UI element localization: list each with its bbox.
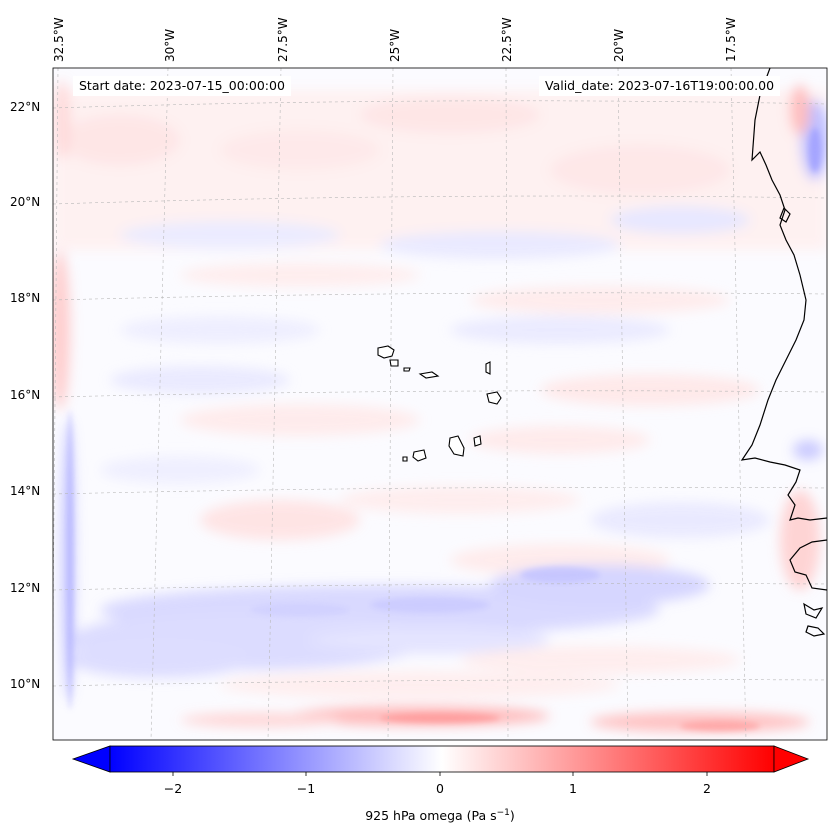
coastline bbox=[740, 68, 827, 637]
omega-field bbox=[53, 68, 827, 740]
lat-label: 18°N bbox=[10, 291, 41, 305]
colorbar-tick-label: 2 bbox=[703, 781, 711, 796]
lat-label: 20°N bbox=[10, 195, 41, 209]
colorbar bbox=[71, 745, 810, 776]
lat-label: 16°N bbox=[10, 388, 41, 402]
colorbar-tick-label: −2 bbox=[163, 781, 183, 796]
lon-label: 30°W bbox=[163, 28, 177, 62]
lon-label: 17.5°W bbox=[724, 17, 738, 62]
lon-label: 20°W bbox=[612, 28, 626, 62]
lat-label: 22°N bbox=[10, 100, 41, 114]
lat-label: 10°N bbox=[10, 677, 41, 691]
lat-label: 14°N bbox=[10, 484, 41, 498]
colorbar-tick-label: 0 bbox=[436, 781, 444, 796]
colorbar-label: 925 hPa omega (Pa s−1) bbox=[365, 808, 515, 824]
start-date-label: Start date: 2023-07-15_00:00:00 bbox=[73, 76, 291, 96]
map-frame bbox=[52, 67, 828, 741]
cape-verde-islands bbox=[377, 345, 502, 462]
lon-label: 25°W bbox=[388, 28, 402, 62]
gridlines bbox=[53, 68, 827, 740]
colorbar-tick-label: −1 bbox=[296, 781, 316, 796]
lat-label: 12°N bbox=[10, 581, 41, 595]
valid-date-label: Valid_date: 2023-07-16T19:00:00.00 bbox=[539, 76, 781, 96]
colorbar-tick-label: 1 bbox=[569, 781, 577, 796]
lon-label: 27.5°W bbox=[276, 17, 290, 62]
lon-label: 32.5°W bbox=[52, 17, 66, 62]
lon-label: 22.5°W bbox=[500, 17, 514, 62]
